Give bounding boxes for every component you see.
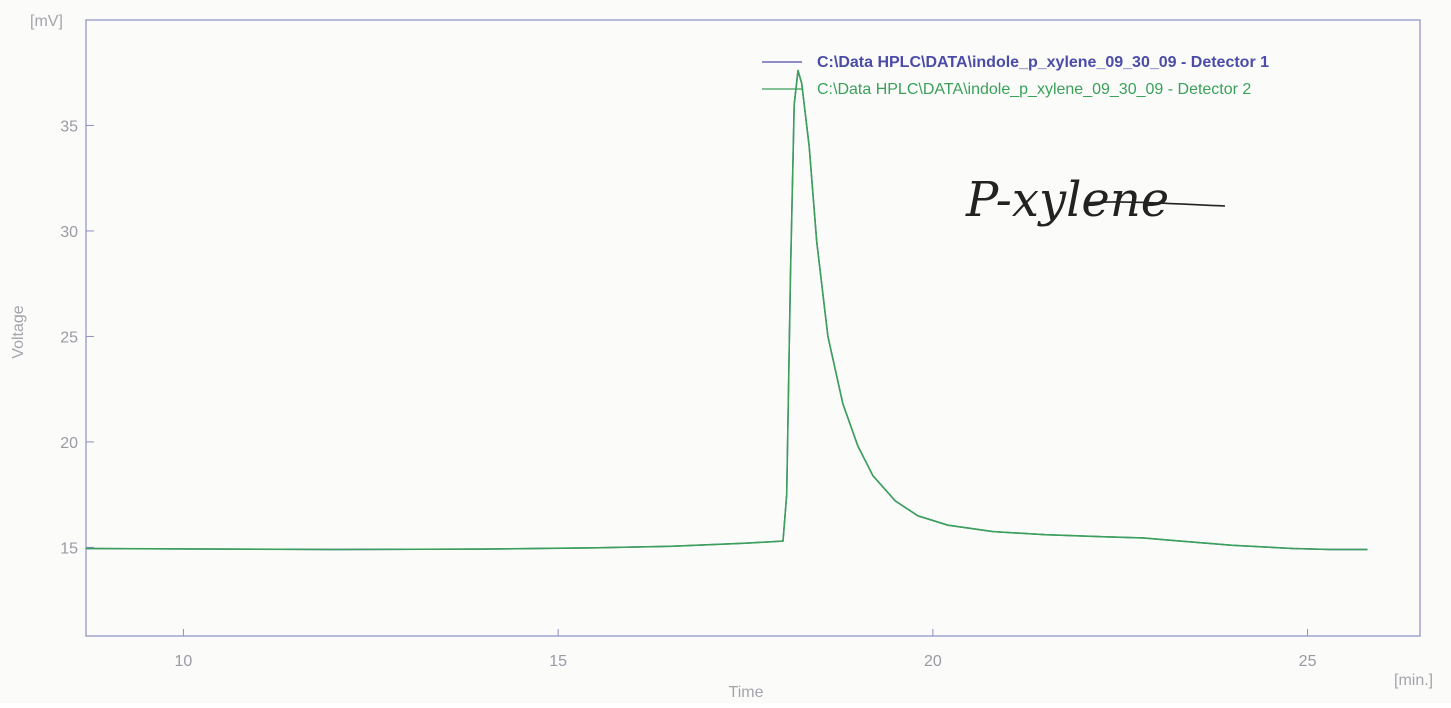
x-tick-label: 15 (549, 653, 567, 670)
y-tick-label: 15 (60, 540, 78, 557)
series-line-detector-1 (85, 69, 1368, 551)
x-tick-label: 10 (175, 653, 193, 670)
legend-label-detector-2: C:\Data HPLC\DATA\indole_p_xylene_09_30_… (817, 81, 1251, 98)
y-axis-title: Voltage (10, 305, 27, 358)
plot-frame (85, 19, 1421, 637)
y-axis-ticks: 15 20 25 30 35 (60, 118, 94, 557)
x-tick-label: 20 (924, 653, 942, 670)
y-tick-label: 20 (60, 435, 78, 452)
x-unit-label: [min.] (1394, 672, 1433, 689)
legend: C:\Data HPLC\DATA\indole_p_xylene_09_30_… (762, 54, 1269, 98)
y-tick-label: 35 (60, 118, 78, 135)
x-tick-label: 25 (1299, 653, 1317, 670)
y-tick-label: 25 (60, 329, 78, 346)
series-lines (85, 69, 1368, 551)
x-axis-ticks: 10 15 20 25 (175, 629, 1317, 670)
annotation-underline (1084, 201, 1226, 207)
series-line-detector-2 (85, 69, 1368, 551)
legend-label-detector-1: C:\Data HPLC\DATA\indole_p_xylene_09_30_… (817, 54, 1269, 71)
y-unit-label: [mV] (30, 13, 63, 30)
y-tick-label: 30 (60, 224, 78, 241)
annotation-p-xylene: P-xylene (965, 172, 1169, 228)
x-axis-title: Time (729, 684, 764, 701)
